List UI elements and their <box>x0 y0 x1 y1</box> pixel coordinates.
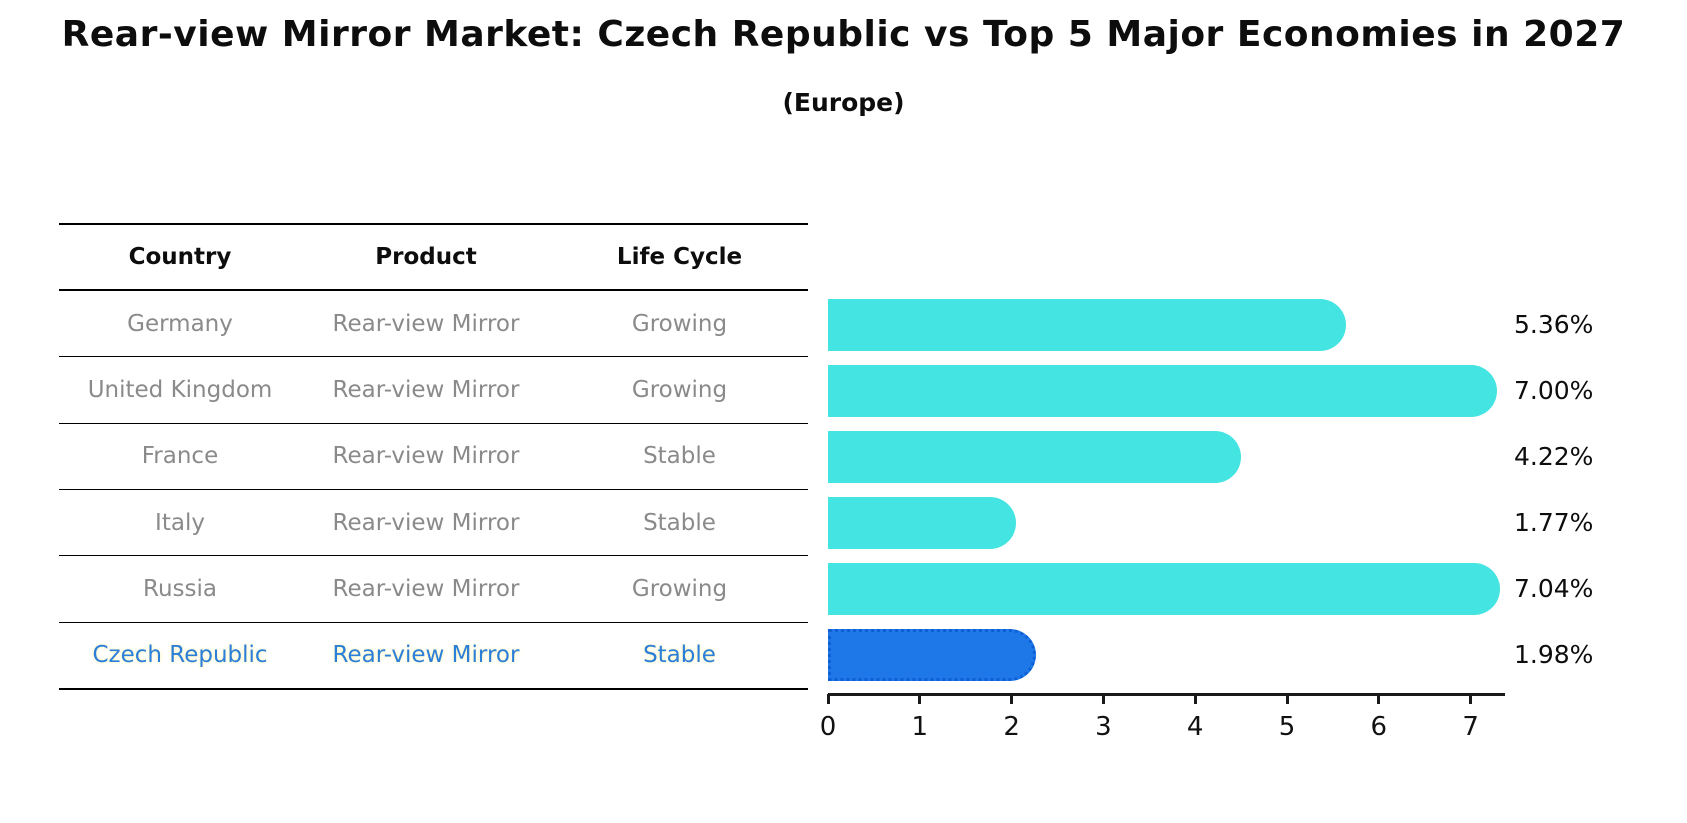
cell-life-cycle: Growing <box>631 310 728 337</box>
cell-country: Czech Republic <box>92 642 268 669</box>
cell-country: Russia <box>143 575 217 602</box>
x-axis-tick <box>1101 694 1105 704</box>
column-header-country: Country <box>128 244 232 270</box>
x-axis-tick-label: 1 <box>911 712 929 742</box>
x-axis-tick-label: 7 <box>1462 712 1479 742</box>
table-body: Germany Rear-view Mirror Growing United Kin… <box>59 291 808 690</box>
table-row: Czech Republic Rear-view Mirror Stable <box>59 623 808 688</box>
bar-czech-republic <box>828 629 1036 682</box>
x-axis-tick-label: 5 <box>1278 712 1296 742</box>
x-axis-tick-label: 4 <box>1186 712 1204 742</box>
value-label: 1.77% <box>1514 508 1594 537</box>
x-axis-tick <box>826 694 830 704</box>
cell-life-cycle: Growing <box>631 376 728 403</box>
x-axis-tick <box>1377 694 1381 704</box>
x-axis-tick <box>1285 694 1289 704</box>
value-label: 7.00% <box>1514 375 1594 405</box>
page-subtitle: (Europe) <box>782 88 905 117</box>
value-label: 7.04% <box>1514 574 1594 604</box>
x-axis-tick-label: 0 <box>819 712 837 742</box>
cell-product: Rear-view Mirror <box>332 509 520 536</box>
x-axis-tick-label: 3 <box>1095 712 1112 742</box>
table-row: France Rear-view Mirror Stable <box>59 424 808 490</box>
column-header-lifecycle: Life Cycle <box>616 244 743 270</box>
x-axis-tick <box>1010 694 1014 704</box>
value-label: 5.36% <box>1514 309 1594 339</box>
cell-product: Rear-view Mirror <box>332 376 520 403</box>
value-label: 1.98% <box>1514 640 1594 670</box>
cell-country: Italy <box>155 509 205 536</box>
cell-product: Rear-view Mirror <box>332 575 520 602</box>
cell-product: Rear-view Mirror <box>332 443 520 470</box>
cell-country: Germany <box>127 310 233 337</box>
cell-country: France <box>141 443 219 470</box>
page-title: Rear-view Mirror Market: Czech Republic … <box>61 14 1626 55</box>
x-axis-tick-label: 2 <box>1003 712 1020 742</box>
cell-product: Rear-view Mirror <box>332 642 520 669</box>
country-info-table: Country Product Life Cycle Germany Rear-v… <box>59 223 808 690</box>
table-row: United Kingdom Rear-view Mirror Growing <box>59 357 808 424</box>
cell-product: Rear-view Mirror <box>332 310 520 337</box>
bar-germany <box>828 298 1347 351</box>
table-row: Italy Rear-view Mirror Stable <box>59 490 808 557</box>
table-row: Russia Rear-view Mirror Growing <box>59 556 808 623</box>
bar-russia <box>828 563 1501 616</box>
cell-life-cycle: Stable <box>643 443 716 470</box>
cell-life-cycle: Growing <box>631 575 728 602</box>
value-label: 4.22% <box>1514 441 1594 471</box>
cell-country: United Kingdom <box>87 376 273 403</box>
bar-united-kingdom <box>828 364 1497 417</box>
x-axis-tick <box>1469 694 1473 704</box>
cell-life-cycle: Stable <box>643 642 716 669</box>
x-axis-tick <box>918 694 922 704</box>
cell-life-cycle: Stable <box>643 509 716 536</box>
bar-italy <box>828 497 1017 549</box>
x-axis-tick <box>1193 694 1197 704</box>
x-axis-line <box>828 693 1505 696</box>
x-axis-tick-label: 6 <box>1370 712 1388 742</box>
table-row: Germany Rear-view Mirror Growing <box>59 291 808 358</box>
bar-france <box>828 430 1242 483</box>
column-header-product: Product <box>375 244 477 270</box>
table-header-row: Country Product Life Cycle <box>59 223 808 291</box>
